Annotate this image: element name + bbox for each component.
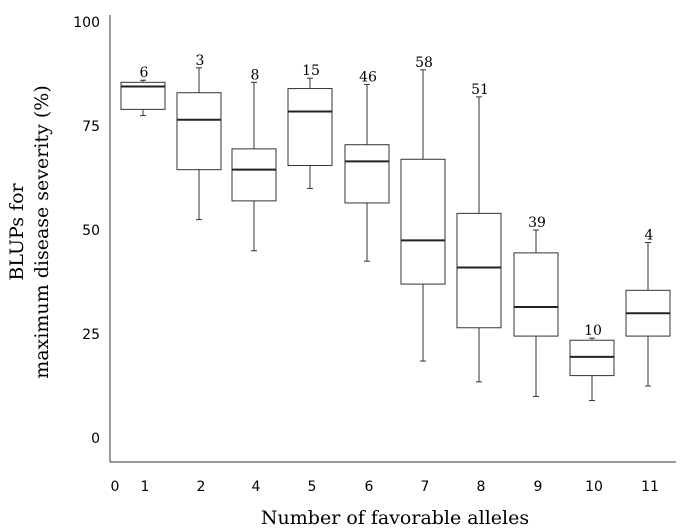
box-rect xyxy=(456,212,502,329)
box-rect xyxy=(400,158,446,285)
box-group: 46 6 xyxy=(344,69,390,495)
count-label: 6 xyxy=(140,65,149,81)
box-group: 4 11 xyxy=(625,227,671,495)
x-tick-label: 1 xyxy=(141,479,150,495)
count-label: 39 xyxy=(528,215,546,231)
box-group: 10 10 xyxy=(569,323,615,495)
x-tick-label: 11 xyxy=(641,479,659,495)
y-tick-label: 0 xyxy=(91,431,100,447)
count-label: 15 xyxy=(302,63,320,79)
count-label: 3 xyxy=(196,53,205,69)
x-tick-label: 8 xyxy=(477,479,486,495)
y-tick-label: 50 xyxy=(82,223,100,239)
x-tick-label: 9 xyxy=(534,479,543,495)
x-tick-label: 4 xyxy=(252,479,261,495)
y-tick-labels: 0 25 50 75 100 xyxy=(73,15,100,447)
count-label: 10 xyxy=(584,323,602,339)
count-label: 58 xyxy=(415,55,433,71)
count-label: 4 xyxy=(645,227,654,243)
count-label: 51 xyxy=(471,82,489,98)
x-origin-label: 0 xyxy=(111,479,120,495)
box-rect xyxy=(231,148,277,202)
y-axis-title-line1: BLUPs for xyxy=(6,182,28,280)
box-group: 58 7 xyxy=(400,55,446,495)
box-rect xyxy=(344,144,390,204)
y-tick-label: 25 xyxy=(82,327,100,343)
y-tick-label: 75 xyxy=(82,119,100,135)
x-tick-label: 6 xyxy=(365,479,374,495)
box-group: 39 9 xyxy=(513,215,559,495)
box-group: 15 5 xyxy=(287,63,333,495)
box-group: 61 xyxy=(120,65,166,495)
x-tick-label: 2 xyxy=(197,479,206,495)
x-axis-title: Number of favorable alleles xyxy=(261,507,529,529)
box-group: 32 xyxy=(176,53,222,495)
count-label: 46 xyxy=(359,69,377,85)
box-rect xyxy=(287,88,333,167)
count-label: 8 xyxy=(251,67,260,83)
box-rect xyxy=(176,92,222,171)
box-group: 51 8 xyxy=(456,82,502,495)
x-tick-label: 10 xyxy=(585,479,603,495)
box-group: 84 xyxy=(231,67,277,495)
box-rect xyxy=(513,252,559,337)
y-tick-label: 100 xyxy=(73,15,100,31)
x-tick-label: 5 xyxy=(308,479,317,495)
box-rect xyxy=(569,339,615,377)
x-tick-label: 7 xyxy=(421,479,430,495)
y-axis-title-line2: maximum disease severity (%) xyxy=(31,85,53,378)
